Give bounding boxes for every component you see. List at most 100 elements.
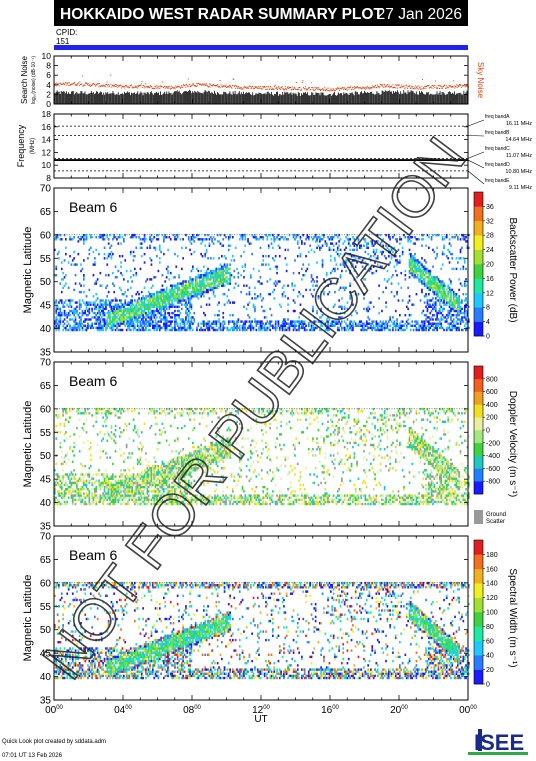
sky-noise-point <box>445 87 447 89</box>
power-cell <box>307 263 310 266</box>
power-cell <box>89 303 92 306</box>
power-cell <box>385 305 387 309</box>
power-cell <box>171 284 173 287</box>
velocity-cell <box>116 498 118 502</box>
velocity-cell <box>84 496 87 499</box>
power-cell <box>457 236 459 239</box>
power-cell <box>164 280 167 283</box>
power-cell <box>371 244 374 247</box>
power-cell <box>99 322 102 325</box>
power-cell <box>376 263 379 266</box>
power-cell <box>309 328 311 332</box>
velocity-cell <box>106 494 109 497</box>
power-cell <box>181 246 183 250</box>
power-cell <box>139 320 142 323</box>
power-cell <box>203 324 205 328</box>
power-cell <box>163 301 165 304</box>
power-cell <box>214 282 216 285</box>
power-cell <box>135 311 138 315</box>
power-cell <box>181 297 183 300</box>
power-cell <box>183 326 186 330</box>
power-cell <box>408 236 411 239</box>
power-cell <box>110 328 113 332</box>
power-cell <box>433 286 436 290</box>
power-cell <box>98 309 100 313</box>
velocity-cell <box>120 494 122 497</box>
power-cell <box>415 322 418 325</box>
power-cell <box>461 284 463 287</box>
power-cell <box>432 288 434 292</box>
power-cell <box>389 236 391 239</box>
velocity-cell <box>92 502 95 506</box>
power-cell <box>447 326 449 330</box>
power-cell <box>385 244 387 247</box>
power-cell <box>250 322 252 325</box>
power-cell <box>450 293 452 296</box>
power-cell <box>433 250 436 254</box>
velocity-cell <box>88 500 91 504</box>
sky-noise-point <box>89 84 91 86</box>
cpid-bar <box>54 45 468 50</box>
power-cell <box>98 322 100 325</box>
sky-noise-point <box>101 85 103 87</box>
power-cell <box>182 297 184 300</box>
power-cell <box>60 278 63 281</box>
sky-noise-point <box>421 79 423 80</box>
power-cell <box>383 255 386 258</box>
power-cell <box>364 324 367 328</box>
power-cell <box>168 311 171 315</box>
power-cell <box>323 236 325 239</box>
power-cell <box>468 326 470 330</box>
power-cell <box>164 311 167 315</box>
power-cell <box>107 322 110 325</box>
power-cell <box>179 297 182 300</box>
sky-noise-point <box>382 84 384 86</box>
power-cell <box>168 305 171 309</box>
power-cell <box>454 326 456 330</box>
power-cell <box>428 326 430 330</box>
power-cell <box>80 238 82 241</box>
sky-noise-point <box>61 83 63 85</box>
power-cell <box>136 305 139 309</box>
power-cell <box>266 280 269 283</box>
power-cell <box>361 259 364 262</box>
velocity-cell <box>91 494 93 497</box>
power-cell <box>338 305 340 309</box>
power-cell <box>353 248 356 252</box>
power-cell <box>259 326 262 330</box>
power-cell <box>255 322 258 325</box>
power-cell <box>244 265 247 268</box>
sky-noise-point <box>274 84 276 86</box>
power-cell <box>215 267 218 271</box>
velocity-cell <box>81 464 84 468</box>
velocity-cell <box>103 496 106 499</box>
power-cell <box>305 238 307 241</box>
power-cell <box>396 290 398 294</box>
power-cell <box>397 326 400 330</box>
power-cell <box>269 233 271 237</box>
velocity-cell <box>70 496 73 499</box>
velocity-cells <box>54 407 470 506</box>
power-cell <box>284 257 287 260</box>
sky-noise-point <box>444 87 446 89</box>
power-cell <box>241 236 244 239</box>
power-cell <box>274 326 277 330</box>
power-cell <box>167 248 169 252</box>
power-cell <box>334 324 336 328</box>
power-cell <box>94 322 96 325</box>
power-cell <box>99 320 102 323</box>
power-cell <box>457 299 459 302</box>
power-cell <box>183 288 186 292</box>
velocity-cell <box>80 502 82 506</box>
power-cell <box>128 326 131 330</box>
power-cell <box>114 276 117 279</box>
power-cell <box>327 322 329 325</box>
power-cell <box>85 305 88 309</box>
sky-noise-point <box>382 86 384 88</box>
power-cell <box>444 293 447 296</box>
power-cell <box>222 267 225 271</box>
power-cell <box>396 318 398 321</box>
power-cell <box>274 328 277 332</box>
power-cell <box>58 324 60 328</box>
power-cell <box>295 328 298 332</box>
